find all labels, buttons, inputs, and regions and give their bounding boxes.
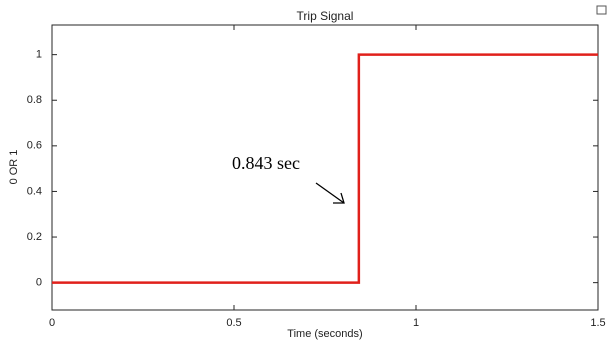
y-tick-label: 0.6 — [27, 140, 42, 152]
annotation-arrow — [315, 182, 345, 204]
plot-area — [52, 25, 598, 310]
x-tick-label: 0 — [49, 317, 55, 329]
y-tick-label: 0 — [36, 277, 42, 289]
axes-box — [51, 24, 599, 311]
y-tick-label: 1 — [36, 49, 42, 61]
x-tick-label: 1.5 — [590, 317, 605, 329]
x-tick-label: 1 — [413, 317, 419, 329]
x-axis-label: Time (seconds) — [287, 328, 362, 340]
x-tick-label: 0.5 — [226, 317, 241, 329]
y-axis-label: 0 OR 1 — [8, 150, 20, 185]
y-tick-label: 0.8 — [27, 94, 42, 106]
chart-title: Trip Signal — [297, 9, 354, 23]
scope-icon[interactable] — [596, 5, 607, 15]
y-tick-label: 0.2 — [27, 231, 42, 243]
annotation: 0.843 sec — [232, 153, 300, 173]
signal-line — [52, 53, 598, 284]
y-tick-label: 0.4 — [27, 185, 42, 197]
